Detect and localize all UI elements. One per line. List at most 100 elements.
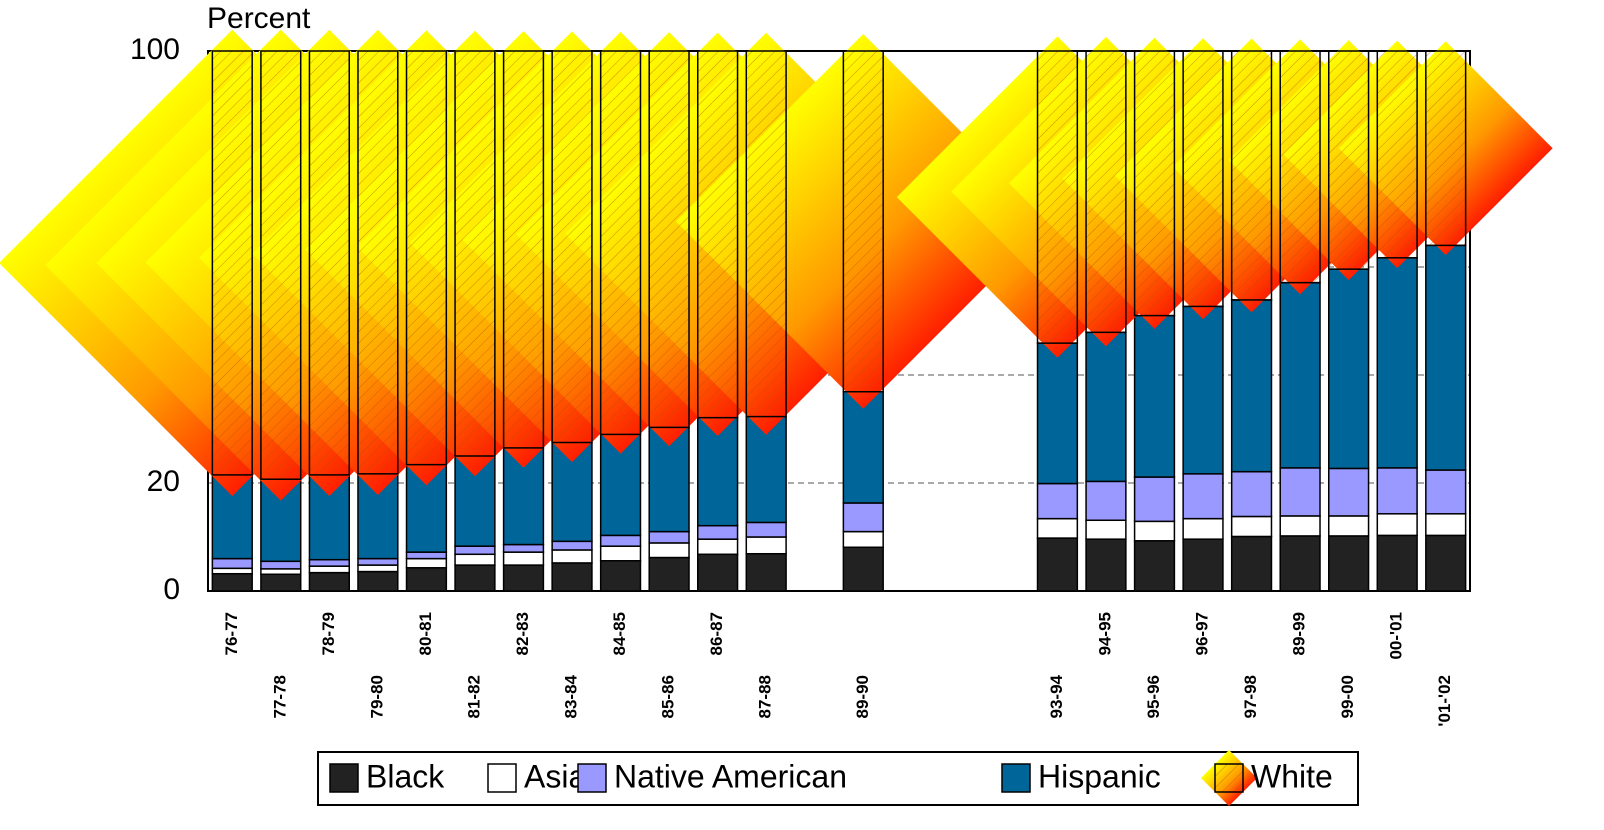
bar-segment — [502, 543, 545, 553]
y-tick-label: 0 — [163, 573, 180, 606]
legend-swatch — [1214, 763, 1244, 793]
bar-segment — [1036, 50, 1079, 344]
bar-segment — [1133, 540, 1176, 592]
bar-segment — [697, 553, 739, 592]
bar-segment — [454, 553, 496, 566]
x-tick-label: 76-77 — [222, 612, 241, 655]
bar-segment — [1230, 50, 1273, 301]
bar-segment — [1376, 257, 1418, 469]
bar-segment — [1279, 50, 1321, 284]
legend-label: Black — [366, 758, 445, 794]
bar-segment — [1085, 538, 1127, 592]
bar-segment — [454, 564, 496, 592]
legend-swatch — [329, 763, 359, 793]
y-tick-label: 20 — [147, 465, 180, 498]
x-tick-label: 81-82 — [464, 675, 483, 718]
bar-segment — [1425, 469, 1467, 515]
bar-segment — [1036, 537, 1079, 592]
x-tick-label: 93-94 — [1047, 674, 1066, 718]
bar-segment — [599, 545, 642, 562]
bar-segment — [551, 562, 593, 592]
x-tick-label: 95-96 — [1144, 675, 1163, 718]
bar-segment — [1279, 515, 1321, 537]
bar-segment — [260, 560, 302, 570]
legend-swatch — [1001, 763, 1031, 793]
bar-segment — [1230, 535, 1273, 592]
bar-segment — [357, 564, 399, 573]
bar-segment — [697, 50, 739, 419]
bar-segment — [1036, 482, 1079, 520]
x-tick-label: 00-'01 — [1387, 612, 1406, 660]
bar-segment — [551, 540, 593, 551]
bar-segment — [405, 567, 448, 592]
bar-segment — [1279, 535, 1321, 592]
bar-segment — [454, 50, 496, 457]
bar-segment — [648, 542, 690, 559]
x-tick-label: 79-80 — [367, 675, 386, 718]
bar-segment — [211, 557, 253, 570]
bar-segment — [260, 50, 302, 480]
bar-segment — [551, 549, 593, 564]
bar-segment — [551, 50, 593, 444]
bar-segment — [454, 545, 496, 556]
bar-segment — [842, 502, 884, 533]
x-tick-label: 82-83 — [513, 612, 532, 655]
bar-segment — [1328, 467, 1370, 517]
x-tick-label: '01-'02 — [1435, 675, 1454, 727]
bar-segment — [745, 50, 787, 418]
bar-segment — [1376, 534, 1418, 592]
bar-segment — [1085, 50, 1127, 334]
bar-segment — [697, 538, 739, 556]
bar-segment — [1376, 50, 1418, 259]
bar-segment — [1182, 473, 1224, 520]
y-axis-label: Percent — [207, 2, 311, 35]
legend-swatch — [577, 763, 607, 793]
bar-segment — [502, 564, 545, 592]
bar-segment — [599, 50, 642, 436]
x-tick-label: 94-95 — [1095, 612, 1114, 655]
bar-segment — [211, 567, 253, 575]
bar-segment — [1230, 299, 1273, 473]
bar-segment — [842, 50, 884, 393]
bar-segment — [1328, 535, 1370, 592]
bar-segment — [1279, 281, 1321, 469]
legend-label: Native American — [614, 758, 847, 794]
bar-segment — [211, 572, 253, 592]
bar-segment — [502, 551, 545, 566]
legend-swatch — [487, 763, 517, 793]
bar-segment — [357, 557, 399, 566]
bar-segment — [405, 557, 448, 569]
bar-segment — [1425, 513, 1467, 537]
bar-segment — [842, 546, 884, 592]
bar-segment — [454, 455, 496, 547]
x-tick-label: 83-84 — [562, 674, 581, 718]
bar-segment — [1425, 50, 1467, 247]
x-tick-label: 80-81 — [416, 612, 435, 655]
bar-segment — [551, 441, 593, 543]
bar-segment — [1182, 50, 1224, 308]
bar-segment — [1376, 513, 1418, 537]
bar-segment — [1328, 268, 1370, 470]
bar-segment — [599, 534, 642, 547]
x-tick-label: 87-88 — [756, 675, 775, 718]
bar-segment — [1133, 314, 1176, 478]
bar-segment — [1182, 305, 1224, 475]
x-tick-label: 77-78 — [270, 675, 289, 718]
bar-segment — [405, 551, 448, 560]
bar-segment — [745, 521, 787, 538]
bar-segment — [357, 570, 399, 592]
bar-segment — [357, 50, 399, 475]
bar-segment — [1085, 480, 1127, 522]
x-tick-label: 89-99 — [1290, 612, 1309, 655]
x-tick-label: 99-00 — [1338, 675, 1357, 718]
bar-segment — [1328, 50, 1370, 270]
x-tick-label: 89-90 — [853, 675, 872, 718]
x-tick-label: 86-87 — [707, 612, 726, 655]
bar-segment — [1425, 244, 1467, 471]
legend-label: Hispanic — [1038, 758, 1161, 794]
bar-segment — [842, 530, 884, 549]
bar-segment — [1036, 342, 1079, 485]
x-tick-label: 84-85 — [610, 612, 629, 655]
bar-segment — [648, 556, 690, 592]
bar-segment — [308, 50, 350, 476]
